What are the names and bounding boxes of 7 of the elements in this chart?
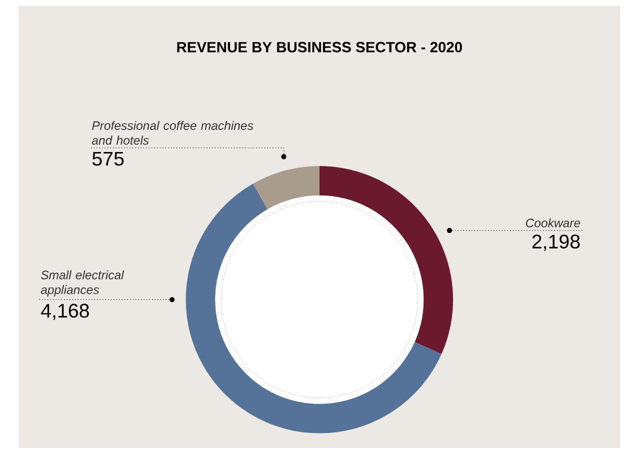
data-label: 2,198 [532, 234, 580, 251]
slice-label: Professional coffee machines and hotels [92, 121, 254, 145]
slice-label: Small electrical appliances [40, 270, 124, 297]
data-label: 4,168 [41, 304, 89, 320]
data-label: 575 [92, 152, 124, 166]
slice-label: Cookware [526, 218, 580, 228]
chart-title: REVENUE BY BUSINESS SECTOR - 2020 [177, 42, 462, 52]
